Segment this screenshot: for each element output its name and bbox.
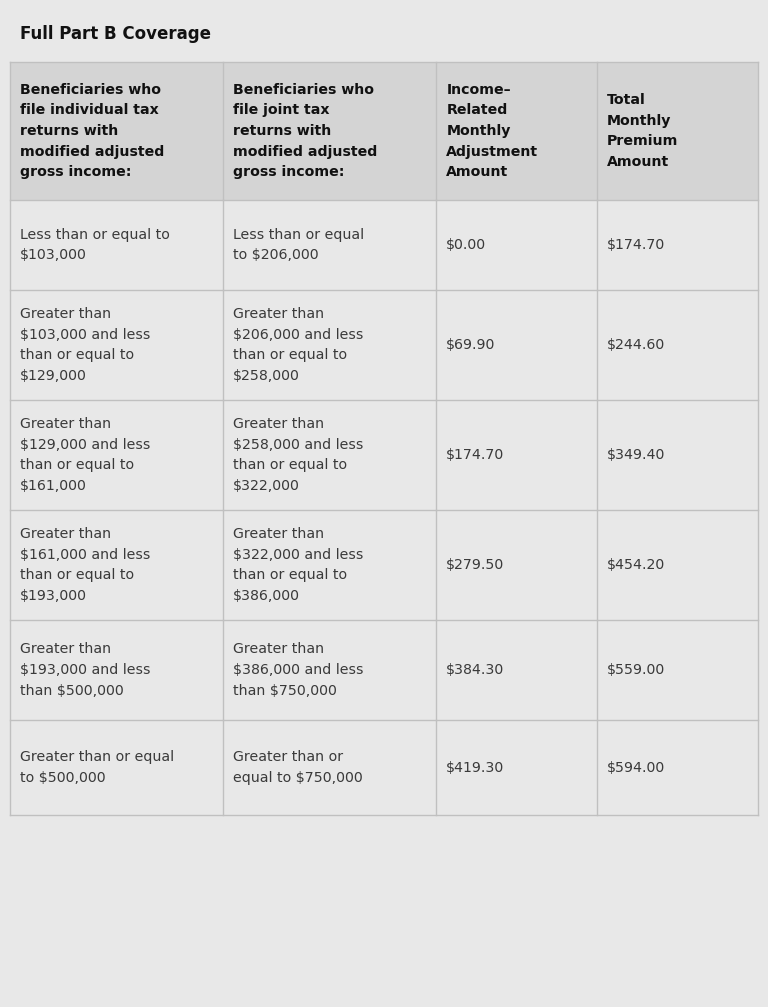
Bar bbox=[10, 510, 758, 620]
Text: $279.50: $279.50 bbox=[446, 558, 505, 572]
Text: $384.30: $384.30 bbox=[446, 663, 505, 677]
Text: $0.00: $0.00 bbox=[446, 238, 486, 252]
Bar bbox=[10, 400, 758, 510]
Bar bbox=[10, 62, 758, 200]
Text: Full Part B Coverage: Full Part B Coverage bbox=[20, 25, 211, 43]
Text: Total
Monthly
Premium
Amount: Total Monthly Premium Amount bbox=[607, 93, 679, 169]
Text: Greater than
$161,000 and less
than or equal to
$193,000: Greater than $161,000 and less than or e… bbox=[20, 527, 151, 603]
Bar bbox=[10, 290, 758, 400]
Text: Greater than
$193,000 and less
than $500,000: Greater than $193,000 and less than $500… bbox=[20, 642, 151, 698]
Text: Beneficiaries who
file joint tax
returns with
modified adjusted
gross income:: Beneficiaries who file joint tax returns… bbox=[233, 83, 378, 179]
Bar bbox=[10, 200, 758, 290]
Bar bbox=[10, 620, 758, 720]
Text: Less than or equal
to $206,000: Less than or equal to $206,000 bbox=[233, 228, 364, 262]
Text: Beneficiaries who
file individual tax
returns with
modified adjusted
gross incom: Beneficiaries who file individual tax re… bbox=[20, 83, 164, 179]
Text: Greater than
$386,000 and less
than $750,000: Greater than $386,000 and less than $750… bbox=[233, 642, 364, 698]
Text: Greater than
$322,000 and less
than or equal to
$386,000: Greater than $322,000 and less than or e… bbox=[233, 527, 363, 603]
Text: $419.30: $419.30 bbox=[446, 760, 505, 774]
Text: $559.00: $559.00 bbox=[607, 663, 665, 677]
Text: $349.40: $349.40 bbox=[607, 448, 666, 462]
Bar bbox=[10, 720, 758, 815]
Text: Less than or equal to
$103,000: Less than or equal to $103,000 bbox=[20, 228, 170, 262]
Text: Greater than
$103,000 and less
than or equal to
$129,000: Greater than $103,000 and less than or e… bbox=[20, 307, 151, 383]
Text: $69.90: $69.90 bbox=[446, 338, 495, 352]
Text: Greater than
$258,000 and less
than or equal to
$322,000: Greater than $258,000 and less than or e… bbox=[233, 417, 363, 492]
Bar bbox=[10, 10, 758, 58]
Text: $174.70: $174.70 bbox=[607, 238, 665, 252]
Text: $174.70: $174.70 bbox=[446, 448, 505, 462]
Text: $594.00: $594.00 bbox=[607, 760, 665, 774]
Text: Greater than or
equal to $750,000: Greater than or equal to $750,000 bbox=[233, 750, 363, 784]
Text: $244.60: $244.60 bbox=[607, 338, 665, 352]
Text: Income–
Related
Monthly
Adjustment
Amount: Income– Related Monthly Adjustment Amoun… bbox=[446, 83, 538, 179]
Text: Greater than
$206,000 and less
than or equal to
$258,000: Greater than $206,000 and less than or e… bbox=[233, 307, 363, 383]
Text: Greater than or equal
to $500,000: Greater than or equal to $500,000 bbox=[20, 750, 174, 784]
Text: Greater than
$129,000 and less
than or equal to
$161,000: Greater than $129,000 and less than or e… bbox=[20, 417, 151, 492]
Text: $454.20: $454.20 bbox=[607, 558, 665, 572]
